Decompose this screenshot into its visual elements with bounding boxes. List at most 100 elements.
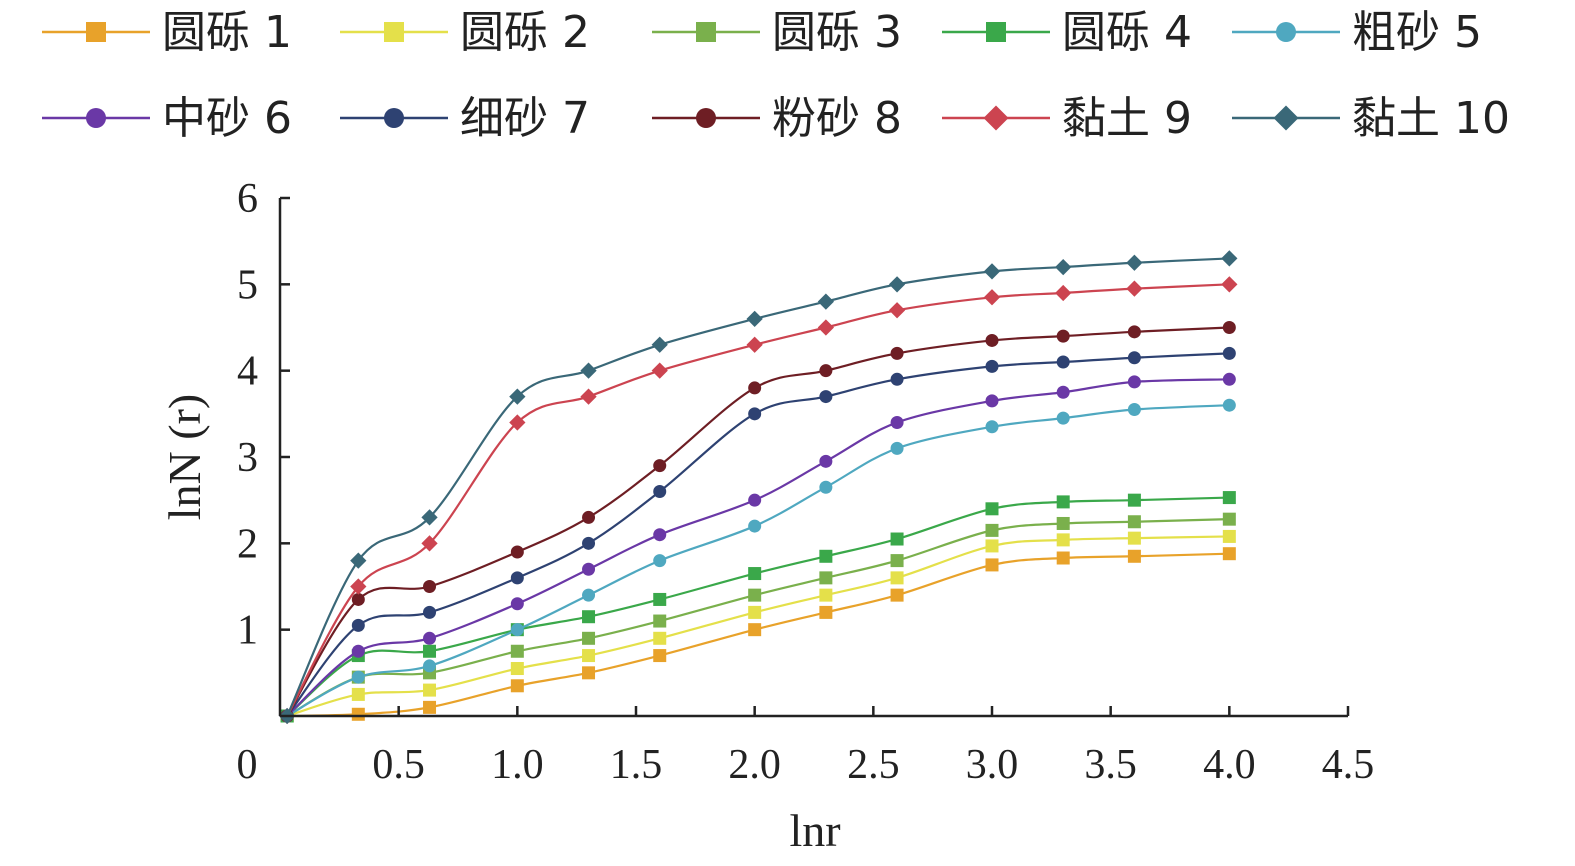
legend-label: 黏土 9: [1062, 93, 1192, 144]
data-point: [748, 588, 762, 602]
data-point: [985, 333, 999, 347]
y-tick-label: 1: [237, 608, 258, 654]
data-point: [1221, 276, 1238, 293]
legend-item: 圆砾 2: [340, 7, 590, 58]
data-point: [748, 605, 762, 619]
legend-item: 中砂 6: [42, 93, 292, 144]
data-point: [1127, 325, 1141, 339]
data-point: [890, 532, 904, 546]
data-point: [1222, 547, 1236, 561]
series-中砂-6: [280, 372, 1236, 723]
data-point: [890, 571, 904, 585]
legend-marker: [86, 22, 106, 42]
data-point: [350, 552, 367, 569]
data-point: [1127, 351, 1141, 365]
x-tick-label: 4.0: [1203, 742, 1256, 788]
data-point: [817, 319, 834, 336]
data-point: [985, 502, 999, 516]
legend-item: 圆砾 4: [942, 7, 1192, 58]
y-axis-title: lnN (r): [159, 394, 210, 520]
legend-marker: [384, 22, 404, 42]
data-point: [421, 509, 438, 526]
legend-item: 粉砂 8: [652, 93, 902, 144]
legend-marker: [986, 22, 1006, 42]
data-point: [1127, 531, 1141, 545]
x-tick-label: 2.5: [847, 742, 900, 788]
legend-label: 圆砾 4: [1062, 7, 1192, 58]
data-point: [819, 454, 833, 468]
series-圆砾-2: [280, 529, 1236, 723]
data-point: [1127, 403, 1141, 417]
data-point: [985, 359, 999, 373]
data-point: [510, 571, 524, 585]
series-黏土-9: [278, 276, 1238, 725]
data-point: [1222, 321, 1236, 334]
data-point: [653, 554, 667, 568]
data-point: [582, 588, 596, 602]
data-point: [985, 558, 999, 572]
x-tick-label: 3.0: [966, 742, 1019, 788]
data-point: [351, 687, 365, 701]
x-tick-label: 0.5: [372, 742, 425, 788]
data-point: [653, 592, 667, 606]
data-point: [351, 644, 365, 658]
legend-label: 圆砾 2: [460, 7, 590, 58]
x-tick-label: 4.5: [1322, 742, 1375, 788]
data-point: [510, 679, 524, 693]
legend-label: 圆砾 1: [162, 7, 292, 58]
data-point: [510, 662, 524, 676]
data-point: [510, 644, 524, 658]
data-point: [819, 605, 833, 619]
data-point: [890, 415, 904, 429]
data-point: [1126, 280, 1143, 297]
data-point: [1056, 355, 1070, 369]
data-point: [985, 420, 999, 434]
series-黏土-10: [278, 250, 1238, 725]
data-point: [423, 644, 437, 658]
data-point: [582, 562, 596, 576]
data-point: [510, 623, 524, 637]
data-point: [582, 536, 596, 550]
data-point: [1055, 284, 1072, 302]
data-point: [748, 381, 762, 395]
data-point: [580, 362, 597, 379]
data-point: [653, 485, 667, 499]
data-point: [582, 649, 596, 663]
legend-item: 黏土 9: [942, 93, 1192, 144]
data-point: [748, 519, 762, 533]
legend-marker: [983, 105, 1009, 131]
data-point: [748, 407, 762, 421]
legend-label: 中砂 6: [162, 93, 292, 144]
data-point: [1056, 533, 1070, 547]
data-point: [1056, 495, 1070, 509]
data-point: [653, 631, 667, 645]
data-point: [1056, 411, 1070, 425]
legend-marker: [696, 22, 716, 42]
data-point: [580, 388, 597, 405]
data-point: [746, 336, 763, 353]
legend-item: 圆砾 3: [652, 7, 902, 58]
data-point: [1127, 515, 1141, 529]
y-tick-label: 3: [237, 435, 258, 481]
axes: 0.5 1.0 1.5 2.0 2.5 3.0 3.5 4.0 4.5 1 2 3 4 5 6 0: [237, 176, 1375, 788]
data-point: [1221, 250, 1238, 267]
series-layer: [278, 250, 1238, 725]
data-point: [653, 528, 667, 542]
legend-label: 黏土 10: [1352, 93, 1510, 144]
data-point: [423, 700, 437, 714]
legend-marker: [86, 108, 106, 128]
data-point: [1222, 491, 1236, 505]
legend-item: 圆砾 1: [42, 7, 292, 58]
data-point: [582, 610, 596, 624]
legend-marker: [1276, 22, 1296, 42]
data-point: [985, 523, 999, 537]
data-point: [985, 394, 999, 408]
data-point: [890, 441, 904, 455]
y-tick-label: 4: [237, 349, 258, 395]
legend-marker: [384, 108, 404, 128]
legend-label: 细砂 7: [460, 93, 590, 144]
data-point: [983, 289, 1001, 306]
data-point: [653, 459, 667, 473]
data-point: [582, 631, 596, 645]
data-point: [819, 364, 833, 378]
